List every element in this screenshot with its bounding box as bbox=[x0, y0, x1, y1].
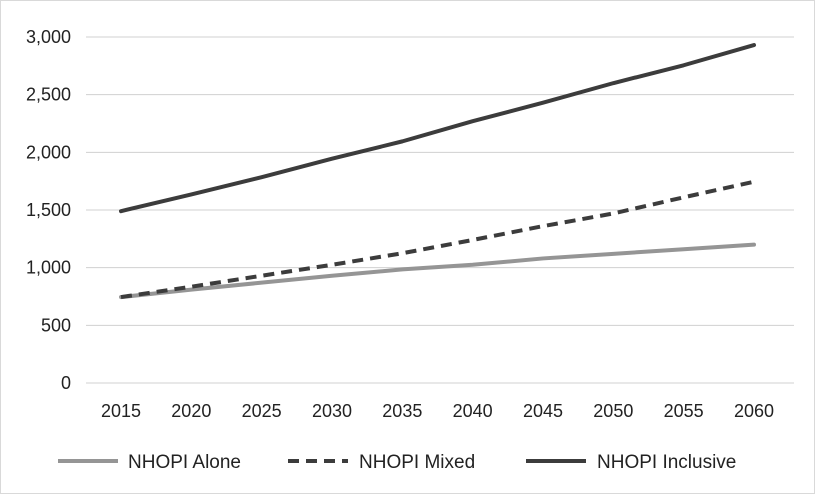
series-lines bbox=[119, 43, 756, 300]
x-tick-label: 2045 bbox=[523, 401, 563, 421]
x-tick-label: 2040 bbox=[453, 401, 493, 421]
x-tick-label: 2030 bbox=[312, 401, 352, 421]
gridlines bbox=[86, 36, 794, 384]
series-line-nhopi-inclusive bbox=[119, 43, 756, 214]
y-tick-label: 1,500 bbox=[26, 200, 71, 220]
y-tick-label: 2,000 bbox=[26, 142, 71, 162]
y-axis-ticks: 0 500 1,000 1,500 2,000 2,500 3,000 bbox=[26, 27, 71, 393]
x-tick-label: 2035 bbox=[382, 401, 422, 421]
x-tick-label: 2055 bbox=[664, 401, 704, 421]
x-tick-label: 2025 bbox=[242, 401, 282, 421]
y-tick-label: 0 bbox=[61, 373, 71, 393]
legend-label: NHOPI Inclusive bbox=[597, 452, 736, 473]
x-tick-label: 2020 bbox=[171, 401, 211, 421]
x-tick-label: 2015 bbox=[101, 401, 141, 421]
x-axis-ticks: 2015 2020 2025 2030 2035 2040 2045 2050 2055 2060 bbox=[101, 401, 774, 421]
legend-item: NHOPI Inclusive bbox=[526, 452, 736, 473]
y-tick-label: 3,000 bbox=[26, 27, 71, 47]
legend: NHOPI Alone NHOPI Mixed NHOPI Inclusive bbox=[58, 452, 736, 473]
y-tick-label: 500 bbox=[41, 315, 71, 335]
series-line-nhopi-mixed bbox=[120, 179, 755, 300]
series-line-nhopi-alone bbox=[119, 242, 756, 300]
y-tick-label: 1,000 bbox=[26, 258, 71, 278]
x-tick-label: 2060 bbox=[734, 401, 774, 421]
legend-item: NHOPI Mixed bbox=[288, 452, 475, 473]
legend-label: NHOPI Alone bbox=[128, 452, 241, 473]
legend-label: NHOPI Mixed bbox=[359, 452, 475, 473]
legend-item: NHOPI Alone bbox=[58, 452, 241, 473]
x-tick-label: 2050 bbox=[593, 401, 633, 421]
y-tick-label: 2,500 bbox=[26, 85, 71, 105]
